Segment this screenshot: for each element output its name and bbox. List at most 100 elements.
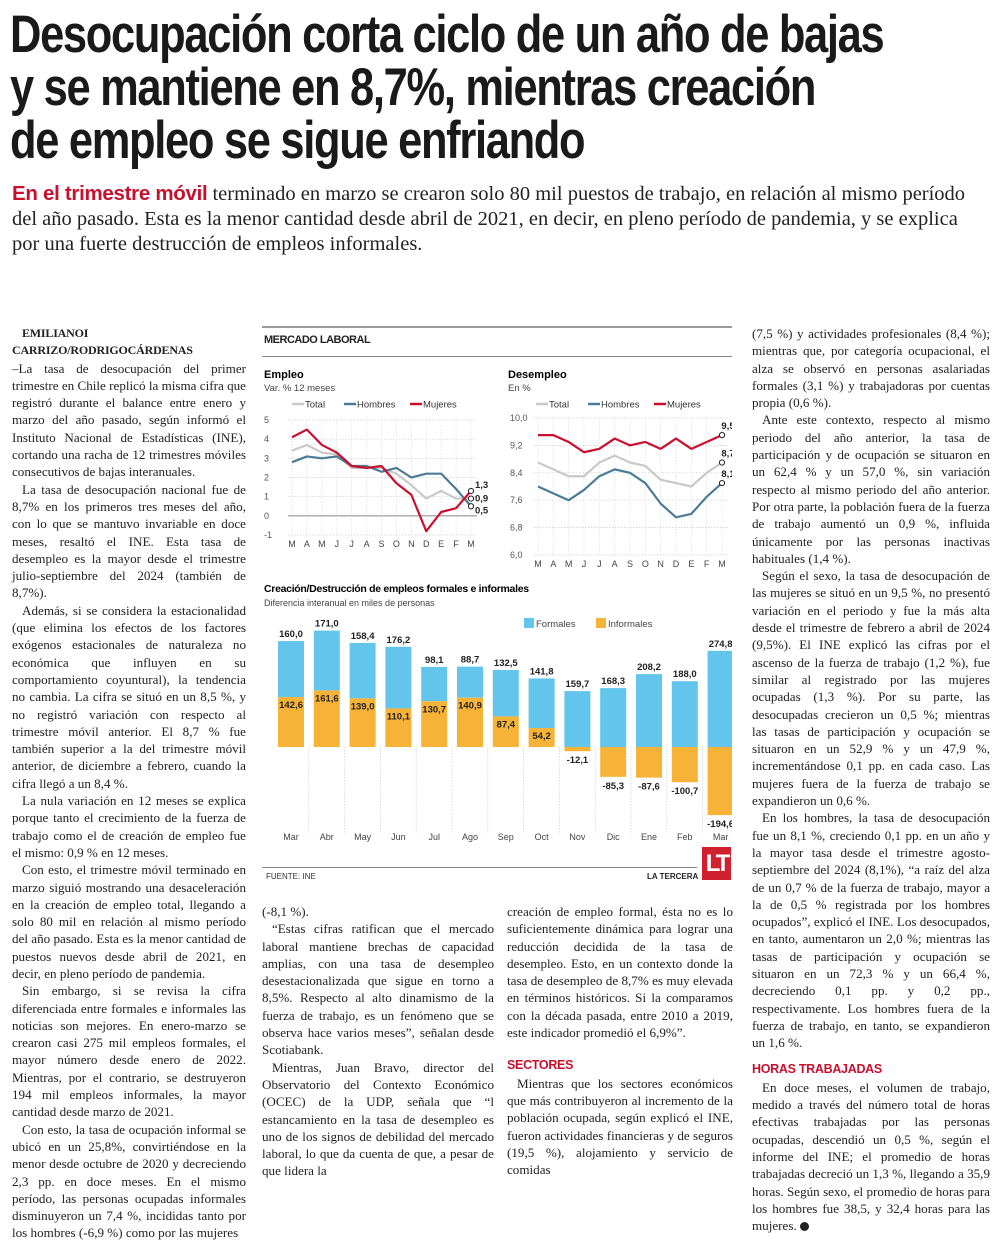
paragraph-text: En doce meses, el volumen de trabajo, me… [752, 1079, 990, 1234]
headline: Desocupación corta ciclo de un año de ba… [10, 8, 1000, 167]
y-tick-label: 6,8 [510, 523, 523, 533]
x-tick-label: A [612, 559, 618, 569]
x-tick-label: O [393, 539, 400, 549]
bar-formales [600, 688, 627, 747]
data-label-formales: 171,0 [315, 619, 339, 630]
x-tick-label: Jul [428, 832, 440, 842]
x-tick-label: A [304, 539, 310, 549]
chart-subtitle: Var. % 12 meses [264, 383, 335, 394]
data-label-formales: 88,7 [461, 655, 480, 666]
x-tick-label: S [378, 539, 384, 549]
x-tick-label: J [597, 559, 602, 569]
deck-lead: En el trimestre móvil [12, 182, 208, 205]
data-label-informales: -100,7 [671, 786, 698, 797]
x-tick-label: Ago [462, 832, 478, 842]
series-line-hombres [291, 455, 472, 507]
end-point-marker [467, 495, 475, 502]
paragraph: Según el sexo, la tasa de desocupación d… [752, 568, 990, 809]
data-label-formales: 132,5 [494, 658, 518, 669]
legend-label: Mujeres [667, 400, 701, 411]
x-tick-label: Feb [677, 832, 693, 842]
x-tick-label: M [718, 559, 726, 569]
end-point-marker [718, 479, 726, 487]
legend-label: Hombres [601, 400, 640, 411]
series-line-total [537, 454, 723, 488]
paragraph: En doce meses, el volumen de trabajo, me… [752, 1079, 990, 1235]
paragraph: Ante este contexto, respecto al mismo pe… [752, 412, 990, 566]
legend-label: Informales [608, 619, 653, 630]
bar-informales [457, 697, 483, 747]
headline-line: Desocupación corta ciclo de un año de ba… [10, 5, 885, 64]
x-tick-label: F [704, 559, 710, 569]
x-tick-label: E [688, 559, 694, 569]
chart-subtitle: Diferencia interanual en miles de person… [264, 598, 435, 608]
x-tick-label: F [453, 539, 459, 549]
legend-swatch [596, 618, 606, 628]
series-line-mujeres [291, 428, 472, 533]
end-point-marker [718, 459, 726, 466]
y-tick-label: -1 [264, 530, 272, 540]
y-tick-label: 2 [264, 473, 269, 483]
paragraph: Además, si se considera la estacionalida… [12, 602, 246, 791]
bar-formales [528, 678, 555, 729]
bar-formales [278, 641, 304, 698]
x-tick-label: M [288, 539, 296, 549]
divider [262, 867, 697, 868]
x-tick-label: Oct [535, 832, 550, 842]
paragraph: La nula variación en 12 meses se explica… [12, 793, 246, 860]
x-tick-label: Dic [607, 832, 620, 842]
legend-label: Mujeres [423, 400, 457, 411]
x-tick-label: A [364, 539, 370, 549]
source-note: FUENTE: INE [266, 872, 316, 881]
chart-subtitle: En % [508, 383, 531, 394]
x-tick-label: D [423, 539, 430, 549]
paragraph: Con esto, la tasa de ocupación informal … [12, 1121, 246, 1241]
x-tick-label: Mar [713, 832, 729, 842]
y-tick-label: 7,6 [510, 495, 523, 505]
chart-title: Empleo [264, 369, 304, 381]
bar-informales [671, 747, 698, 783]
end-value-label: 8,1 [721, 469, 732, 480]
x-tick-label: J [582, 559, 587, 569]
bar-informales [600, 747, 627, 777]
data-label-informales: 87,4 [497, 719, 516, 730]
bar-formales [457, 666, 483, 698]
section-heading-horas: HORAS TRABAJADAS [752, 1062, 882, 1077]
data-label-formales: 208,2 [637, 662, 661, 673]
x-tick-label: N [657, 559, 664, 569]
x-tick-label: Mar [283, 832, 299, 842]
end-value-label: 0,5 [475, 505, 489, 516]
x-tick-label: O [642, 559, 649, 569]
data-label-informales: 142,6 [279, 700, 303, 711]
bar-formales [564, 691, 591, 747]
article-column-4: (7,5 %) y actividades profesionales (8,4… [752, 325, 990, 1234]
paragraph: creación de empleo formal, ésta no es lo… [507, 904, 733, 1041]
x-tick-label: A [550, 559, 556, 569]
data-label-formales: 159,7 [566, 679, 590, 690]
y-tick-label: 8,4 [510, 468, 523, 478]
end-mark-icon [800, 1222, 810, 1232]
x-tick-label: Jun [391, 832, 406, 842]
data-label-formales: 98,1 [425, 655, 444, 666]
end-value-label: 1,3 [475, 480, 488, 491]
paragraph: –La tasa de desocupación del primer trim… [12, 360, 246, 480]
end-value-label: 8,7 [721, 449, 732, 460]
bar-formales [349, 642, 376, 699]
x-tick-label: E [438, 539, 444, 549]
bar-informales [564, 747, 591, 752]
deck-text: terminado en marzo se crearon solo 80 mi… [12, 183, 966, 255]
data-label-informales: 161,6 [315, 693, 339, 704]
x-tick-label: N [408, 539, 415, 549]
data-label-formales: 168,3 [601, 676, 625, 687]
infographic-title: MERCADO LABORAL [264, 334, 371, 346]
bar-informales [349, 698, 376, 747]
chart-title: Desempleo [508, 369, 567, 381]
infographic: MERCADO LABORAL Empleo Var. % 12 meses Tot… [262, 326, 732, 886]
x-tick-label: Ene [641, 832, 657, 842]
data-label-informales: 110,1 [387, 711, 411, 722]
end-value-label: 9,5 [721, 421, 732, 432]
bar-formales [385, 646, 412, 709]
series-line-total [291, 443, 471, 500]
paragraph: En los hombres, la tasa de desocupación … [752, 810, 990, 1051]
y-tick-label: 9,2 [510, 440, 523, 450]
